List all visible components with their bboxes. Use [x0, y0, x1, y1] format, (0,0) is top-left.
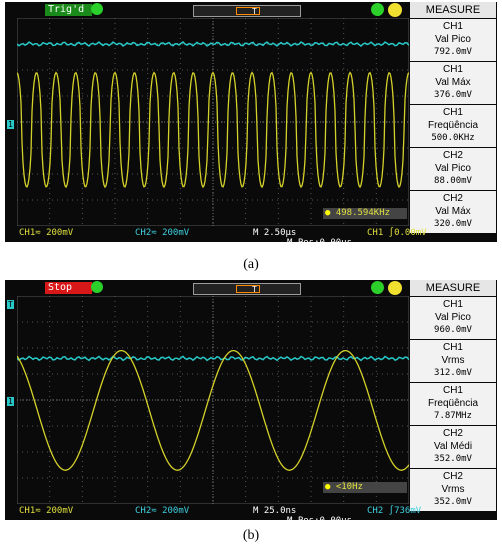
caption-a: (a) [243, 257, 259, 272]
measure-value: 792.0mV [434, 47, 472, 57]
timebase: M 2.50μs [253, 228, 297, 238]
frequency-counter-value: <10Hz [335, 482, 363, 492]
memory-window-marker [236, 285, 260, 293]
measure-channel: CH1 [442, 64, 463, 75]
acquisition-status: Trig'd [45, 4, 92, 16]
measure-channel: CH1 [442, 342, 463, 353]
measure-channel: CH2 [442, 471, 463, 482]
ch1-scale: CH1≂ 200mV [19, 506, 74, 516]
frequency-counter: ● <10Hz [323, 482, 407, 493]
trigger-level-marker: T [7, 300, 14, 309]
ch2-scale: CH2≂ 200mV [135, 506, 190, 516]
measure-name: Vrms [441, 484, 465, 495]
ch2-scale: CH2≂ 200mV [135, 228, 190, 238]
top-status-bar: Trig'd T [5, 2, 409, 18]
measure-item[interactable]: CH2 Val Pico 88.00mV [410, 148, 496, 190]
measure-value: 352.0mV [434, 454, 472, 464]
trigger-position-marker: T [252, 7, 257, 16]
measure-item[interactable]: CH2 Val Médi 352.0mV [410, 426, 496, 468]
measure-value: 376.0mV [434, 90, 472, 100]
measure-item[interactable]: CH1 Val Máx 376.0mV [410, 62, 496, 104]
trigger-setting: CH1 ∫0.00mV [367, 228, 427, 238]
measure-value: 88.00mV [434, 176, 472, 186]
acquisition-status: Stop [45, 282, 92, 294]
oscilloscope-screen-b: Stop T T 1 MEASURE CH1 Val Pico 960.0mV CH… [5, 280, 497, 526]
measure-item[interactable]: CH1 Vrms 312.0mV [410, 340, 496, 382]
measure-channel: CH1 [442, 107, 463, 118]
ch1-trace [17, 71, 409, 189]
frequency-counter: ● 498.594KHz [323, 208, 407, 219]
memory-window-marker [236, 7, 260, 15]
measure-value: 320.0mV [434, 219, 472, 229]
usb-icon [371, 3, 384, 16]
trigger-position-marker: T [252, 285, 257, 294]
measure-value: 500.0KHz [431, 133, 475, 143]
top-status-bar: Stop T [5, 280, 409, 296]
trigger-setting: CH2 ∫736mV [367, 506, 422, 516]
measure-name: Vrms [441, 355, 465, 366]
waveform-grid [17, 18, 409, 226]
measure-channel: CH2 [442, 150, 463, 161]
measure-item[interactable]: CH1 Val Pico 960.0mV [410, 297, 496, 339]
measure-channel: CH2 [442, 428, 463, 439]
measure-item[interactable]: CH2 Val Máx 320.0mV [410, 191, 496, 233]
measure-item[interactable]: CH1 Freqüência 7.87MHz [410, 383, 496, 425]
measure-name: Val Pico [435, 163, 471, 174]
caption-b: (b) [242, 528, 260, 543]
measure-name: Val Máx [435, 206, 471, 217]
oscilloscope-screen-a: Trig'd T 1 MEASURE CH1 Val Pico 792.0mV CH… [5, 2, 497, 248]
measure-value: 352.0mV [434, 497, 472, 507]
measure-title: MEASURE [410, 280, 496, 296]
ch2-trace [17, 355, 409, 362]
ch2-trace [17, 41, 409, 47]
measure-item[interactable]: CH1 Val Pico 792.0mV [410, 19, 496, 61]
waveform-grid [17, 296, 409, 504]
usb-icon [371, 281, 384, 294]
measure-panel: MEASURE CH1 Val Pico 960.0mV CH1 Vrms 312.0m… [409, 280, 497, 520]
measure-channel: CH1 [442, 385, 463, 396]
ch1-trace [17, 349, 409, 471]
measure-value: 312.0mV [434, 368, 472, 378]
ch1-level-marker: 1 [7, 397, 14, 406]
memory-position-bar [193, 283, 301, 295]
ch1-level-marker: 1 [7, 120, 14, 129]
measure-name: Val Pico [435, 34, 471, 45]
memory-position-bar [193, 5, 301, 17]
measure-item[interactable]: CH2 Vrms 352.0mV [410, 469, 496, 511]
measure-name: Freqüência [427, 120, 479, 131]
bottom-status-bar: CH1≂ 200mV CH2≂ 200mV M 25.0ns CH2 ∫736m… [5, 504, 497, 526]
frequency-counter-value: 498.594KHz [335, 208, 391, 218]
ch1-scale: CH1≂ 200mV [19, 228, 74, 238]
horizontal-position: M Pos:0.00μs [287, 516, 353, 526]
measure-title: MEASURE [410, 2, 496, 18]
run-icon [91, 281, 103, 293]
counter-icon: ● [325, 208, 331, 218]
measure-name: Val Pico [435, 312, 471, 323]
measure-panel: MEASURE CH1 Val Pico 792.0mV CH1 Val Máx 376… [409, 2, 497, 242]
measure-channel: CH1 [442, 21, 463, 32]
measure-channel: CH1 [442, 299, 463, 310]
measure-channel: CH2 [442, 193, 463, 204]
settings-icon [388, 3, 402, 17]
timebase: M 25.0ns [253, 506, 297, 516]
settings-icon [388, 281, 402, 295]
measure-name: Val Máx [435, 77, 471, 88]
horizontal-position: M Pos:0.00μs [287, 238, 353, 248]
measure-name: Freqüência [427, 398, 479, 409]
run-icon [91, 3, 103, 15]
measure-value: 7.87MHz [434, 411, 472, 421]
counter-icon: ● [325, 482, 331, 492]
measure-name: Val Médi [433, 441, 473, 452]
measure-value: 960.0mV [434, 325, 472, 335]
bottom-status-bar: CH1≂ 200mV CH2≂ 200mV M 2.50μs CH1 ∫0.00… [5, 226, 497, 248]
measure-item[interactable]: CH1 Freqüência 500.0KHz [410, 105, 496, 147]
